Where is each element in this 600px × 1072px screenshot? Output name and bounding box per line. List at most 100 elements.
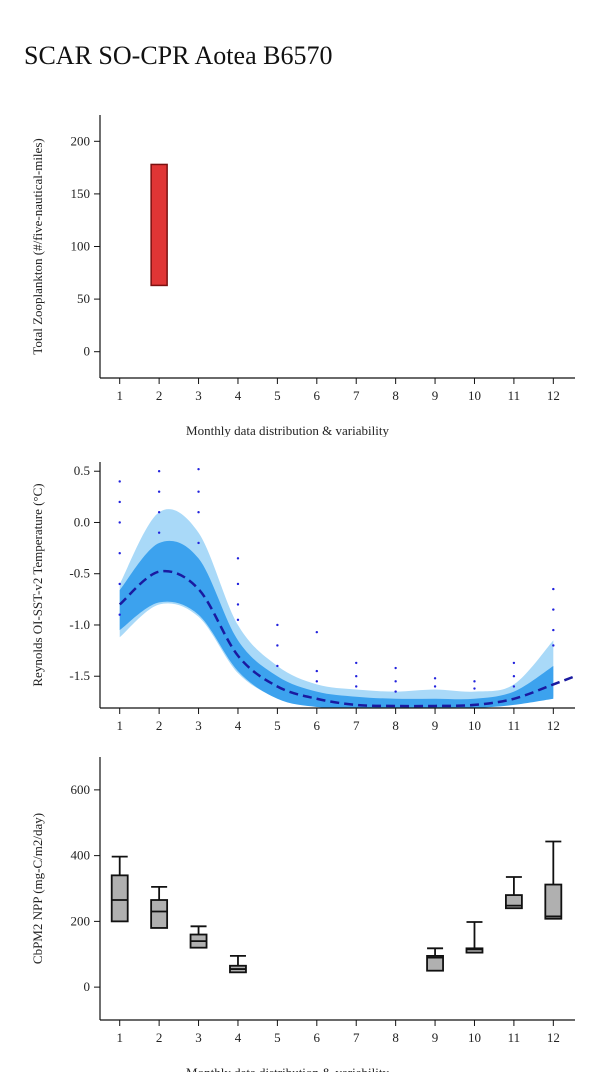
y-axis-label: CbPM2 NPP (mg-C/m2/day) bbox=[30, 813, 45, 964]
y-tick-label: 0.5 bbox=[74, 463, 90, 478]
x-tick-label: 1 bbox=[116, 388, 123, 403]
y-tick-label: 400 bbox=[71, 848, 91, 863]
x-tick-label: 8 bbox=[392, 718, 399, 733]
x-tick-label: 7 bbox=[353, 1030, 360, 1045]
y-tick-label: 50 bbox=[77, 291, 90, 306]
x-tick-label: 2 bbox=[156, 718, 163, 733]
x-tick-label: 5 bbox=[274, 718, 281, 733]
obs-point bbox=[394, 690, 397, 693]
obs-point bbox=[118, 521, 121, 524]
obs-point bbox=[197, 511, 200, 514]
plot-area bbox=[118, 450, 575, 708]
obs-point bbox=[276, 644, 279, 647]
x-tick-label: 7 bbox=[353, 388, 360, 403]
obs-point bbox=[552, 587, 555, 591]
obs-point bbox=[158, 450, 160, 452]
obs-point bbox=[315, 630, 319, 634]
y-tick-label: 150 bbox=[71, 186, 91, 201]
x-tick-label: 6 bbox=[314, 1030, 321, 1045]
obs-point bbox=[197, 541, 200, 545]
obs-point bbox=[355, 685, 358, 688]
y-tick-label: 200 bbox=[71, 133, 91, 148]
obs-point bbox=[236, 618, 240, 622]
y-tick-label: -1.0 bbox=[69, 617, 90, 632]
y-tick-label: -0.5 bbox=[69, 566, 90, 581]
obs-point bbox=[118, 552, 121, 555]
x-tick-label: 11 bbox=[508, 1030, 521, 1045]
x-axis-label: Monthly data distribution & variability bbox=[186, 1065, 389, 1072]
obs-point bbox=[394, 680, 397, 683]
obs-point bbox=[315, 680, 319, 683]
x-tick-label: 8 bbox=[392, 388, 399, 403]
x-tick-label: 2 bbox=[156, 1030, 163, 1045]
y-axis-label: Total Zooplankton (#/five-nautical-miles… bbox=[30, 138, 45, 354]
page-title: SCAR SO-CPR Aotea B6570 bbox=[24, 41, 332, 70]
obs-point bbox=[355, 661, 358, 665]
obs-point bbox=[315, 669, 319, 673]
obs-point bbox=[552, 644, 555, 647]
obs-point bbox=[394, 666, 397, 670]
obs-point bbox=[236, 582, 240, 586]
obs-point bbox=[276, 623, 279, 627]
y-axis-label: Reynolds OI-SST-v2 Temperature (°C) bbox=[30, 483, 45, 686]
obs-point bbox=[118, 500, 121, 504]
x-tick-label: 4 bbox=[235, 388, 242, 403]
x-tick-label: 1 bbox=[116, 1030, 123, 1045]
obs-point bbox=[512, 675, 516, 678]
y-tick-label: 0 bbox=[84, 979, 91, 994]
y-tick-label: 200 bbox=[71, 913, 91, 928]
range-bar bbox=[150, 163, 168, 287]
band-inner bbox=[119, 540, 554, 708]
mean-line bbox=[118, 569, 575, 708]
chart: 0.50.0-0.5-1.0-1.51 2 3 4 5 6 7 8 9 10 11 12Reynold… bbox=[30, 450, 575, 733]
x-tick-label: 4 bbox=[235, 718, 242, 733]
x-axis-label: Monthly data distribution & variability bbox=[186, 423, 389, 438]
x-tick-label: 11 bbox=[508, 718, 521, 733]
x-tick-label: 5 bbox=[274, 388, 281, 403]
x-tick-label: 11 bbox=[508, 388, 521, 403]
obs-point bbox=[512, 661, 516, 665]
x-tick-label: 5 bbox=[274, 1030, 281, 1045]
box bbox=[426, 954, 444, 972]
obs-point bbox=[118, 480, 121, 483]
obs-point bbox=[552, 628, 555, 632]
obs-point bbox=[157, 531, 161, 534]
band-outer bbox=[119, 509, 554, 708]
obs-point bbox=[157, 490, 161, 493]
obs-point bbox=[433, 685, 437, 688]
box bbox=[150, 899, 169, 929]
obs-point bbox=[433, 677, 437, 680]
x-tick-label: 9 bbox=[432, 388, 439, 403]
x-tick-label: 3 bbox=[195, 1030, 202, 1045]
box bbox=[465, 947, 484, 954]
obs-point bbox=[197, 490, 200, 493]
obs-point bbox=[276, 664, 279, 668]
obs-point bbox=[118, 582, 121, 586]
obs-point bbox=[355, 675, 358, 678]
box bbox=[544, 883, 563, 920]
x-tick-label: 12 bbox=[547, 718, 560, 733]
x-tick-label: 7 bbox=[353, 718, 360, 733]
y-tick-label: 100 bbox=[71, 239, 91, 254]
x-tick-label: 9 bbox=[432, 718, 439, 733]
x-tick-label: 10 bbox=[468, 718, 481, 733]
y-tick-label: 0 bbox=[84, 344, 91, 359]
x-tick-label: 10 bbox=[468, 1030, 481, 1045]
y-tick-label: 0.0 bbox=[74, 514, 90, 529]
x-tick-label: 12 bbox=[547, 1030, 560, 1045]
x-tick-label: 10 bbox=[468, 388, 481, 403]
x-tick-label: 1 bbox=[116, 718, 123, 733]
obs-point bbox=[473, 687, 476, 690]
box bbox=[110, 874, 129, 923]
x-tick-label: 2 bbox=[156, 388, 163, 403]
obs-point bbox=[512, 685, 516, 688]
obs-point bbox=[236, 603, 240, 606]
obs-point bbox=[197, 467, 200, 471]
x-tick-label: 9 bbox=[432, 1030, 439, 1045]
obs-point bbox=[157, 470, 161, 473]
x-tick-label: 3 bbox=[195, 388, 202, 403]
y-tick-label: -1.5 bbox=[69, 668, 90, 683]
